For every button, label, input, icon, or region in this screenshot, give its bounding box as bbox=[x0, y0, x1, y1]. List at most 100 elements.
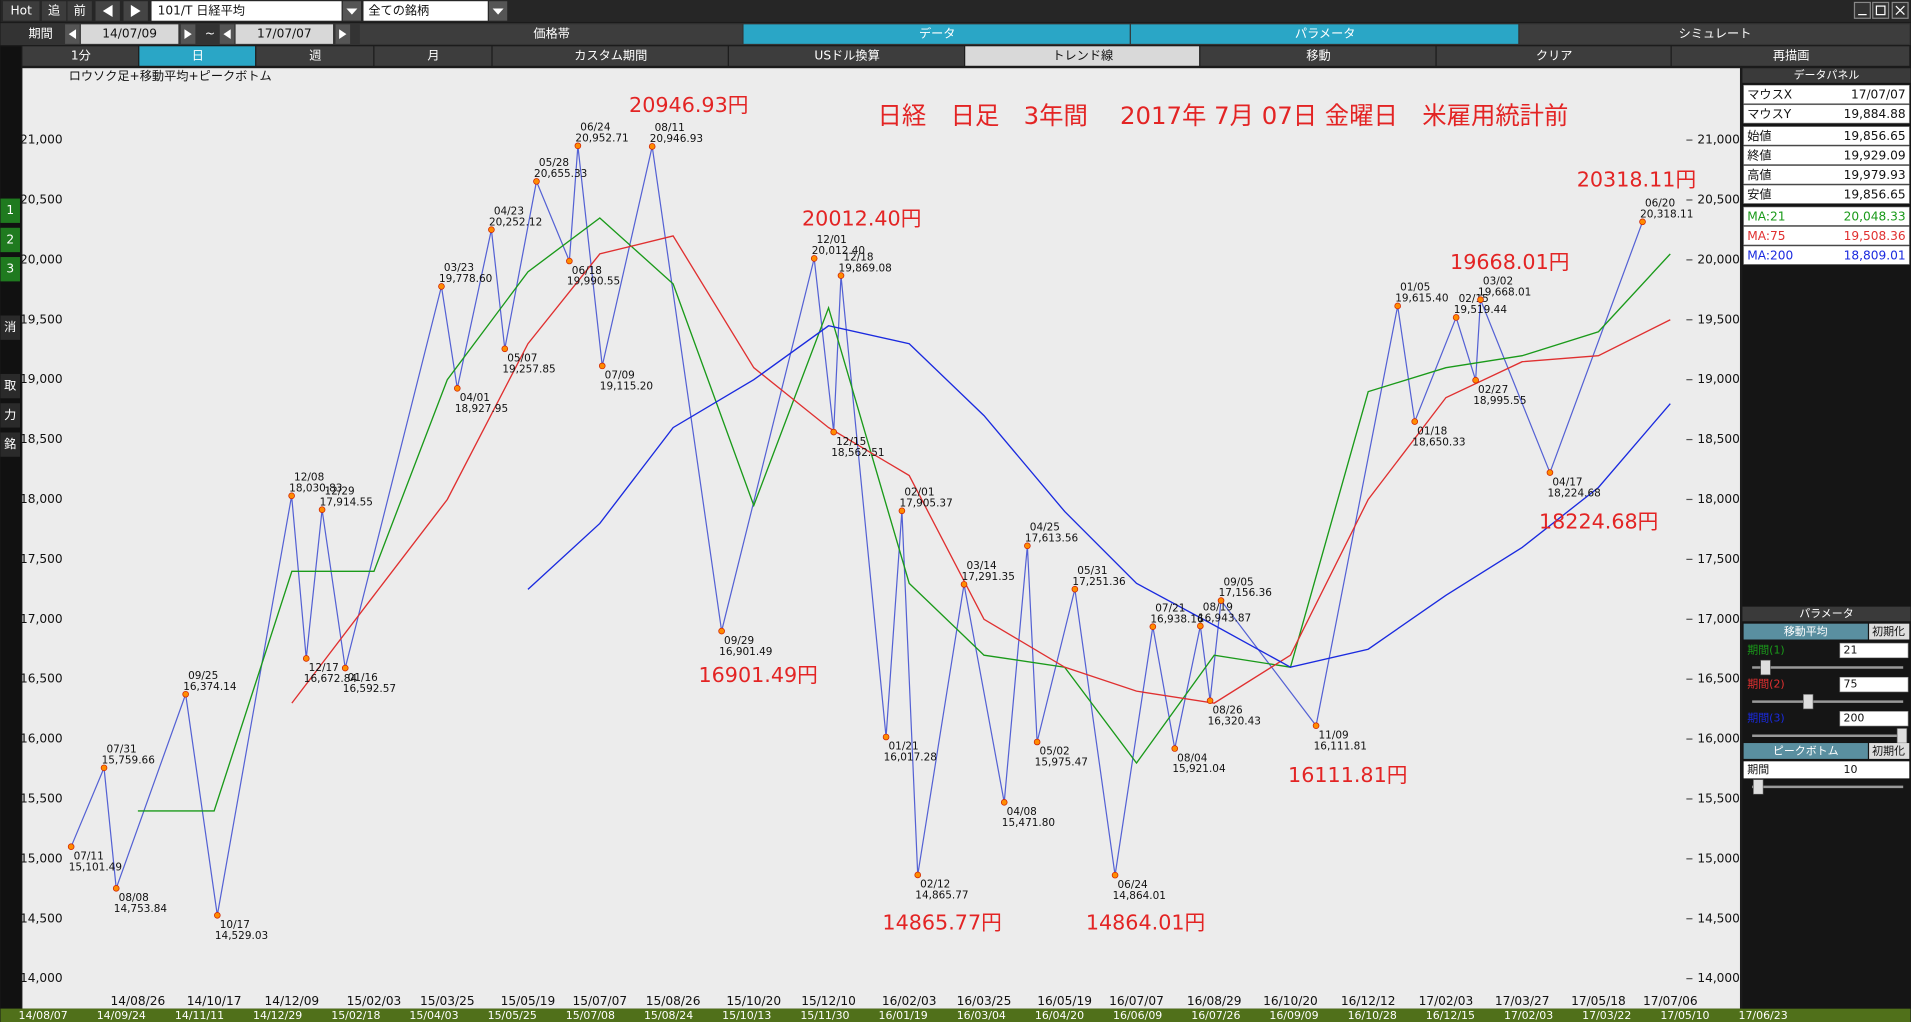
peak-date: 08/19 bbox=[1203, 602, 1233, 614]
peak-marker bbox=[302, 655, 310, 662]
sidebar-button[interactable] bbox=[0, 432, 20, 457]
toolbar-button[interactable] bbox=[256, 46, 374, 66]
y-tick-label-right: 20,500 bbox=[1697, 192, 1740, 206]
symbol-box[interactable] bbox=[151, 1, 342, 21]
tab[interactable] bbox=[1519, 24, 1910, 44]
toolbar-button[interactable] bbox=[728, 46, 965, 66]
y-tick-label: 15,500 bbox=[20, 791, 63, 805]
peak-marker bbox=[318, 506, 326, 513]
toolbar-button[interactable] bbox=[374, 46, 492, 66]
dropdown-icon bbox=[346, 8, 358, 15]
peak-date: 10/17 bbox=[220, 919, 250, 931]
x-tick-label: 15/10/20 bbox=[726, 994, 781, 1008]
peak-marker bbox=[1639, 218, 1646, 226]
peak-marker bbox=[454, 385, 461, 392]
to-field[interactable] bbox=[235, 24, 334, 44]
nav-date: 14/12/29 bbox=[253, 1009, 302, 1022]
tab[interactable] bbox=[743, 24, 1130, 44]
slider-knob[interactable] bbox=[1803, 694, 1814, 710]
x-tick-label: 16/02/03 bbox=[882, 994, 937, 1008]
peak-value: 20,952.71 bbox=[575, 132, 628, 144]
maximize-button[interactable] bbox=[1872, 1, 1890, 19]
slider-knob[interactable] bbox=[1760, 659, 1771, 676]
panel-label: 始値 bbox=[1747, 128, 1771, 143]
toolbar-button[interactable] bbox=[67, 1, 92, 21]
tab[interactable] bbox=[359, 24, 743, 44]
sidebar-button[interactable] bbox=[0, 227, 20, 253]
toolbar-button-label: カスタム期間 bbox=[574, 49, 647, 63]
peak-date: 06/20 bbox=[1645, 198, 1675, 210]
peak-value: 15,921.04 bbox=[1172, 763, 1226, 775]
peak-date: 02/27 bbox=[1478, 384, 1508, 396]
ma-label: MA:21 bbox=[1747, 209, 1785, 223]
ma-label: MA:200 bbox=[1747, 248, 1793, 262]
period-to: 17/07/07 bbox=[257, 27, 312, 41]
navigator[interactable] bbox=[0, 1008, 1911, 1022]
y-tick-label: 17,000 bbox=[20, 612, 63, 626]
period-input[interactable] bbox=[1839, 676, 1909, 693]
sidebar-button[interactable] bbox=[0, 373, 20, 399]
toolbar-button[interactable] bbox=[41, 1, 67, 21]
peak-value: 16,017.28 bbox=[884, 752, 937, 764]
section-header bbox=[1743, 743, 1868, 759]
y-tick-label: 14,000 bbox=[20, 971, 63, 985]
nav-date: 17/05/10 bbox=[1660, 1009, 1709, 1022]
x-tick-label: 17/02/03 bbox=[1419, 994, 1474, 1008]
slider-knob[interactable] bbox=[1896, 728, 1908, 744]
sidebar-button[interactable] bbox=[0, 257, 20, 282]
peak-date: 03/14 bbox=[966, 560, 997, 572]
toolbar-button[interactable] bbox=[1436, 46, 1671, 66]
peak-value: 19,115.20 bbox=[600, 381, 653, 393]
peak-marker bbox=[1197, 622, 1204, 630]
callout: 18224.68円 bbox=[1539, 510, 1658, 534]
x-tick-label: 17/05/18 bbox=[1571, 994, 1626, 1008]
toolbar-button[interactable] bbox=[139, 46, 256, 66]
reset-button[interactable] bbox=[1869, 623, 1910, 640]
peak-marker bbox=[1206, 697, 1214, 704]
peak-value: 16,943.87 bbox=[1198, 613, 1251, 625]
period-input[interactable] bbox=[1839, 642, 1909, 659]
toolbar-button-label: トレンド線 bbox=[1052, 48, 1113, 63]
sidebar-button[interactable] bbox=[0, 315, 20, 340]
toolbar-button-label: 日 bbox=[192, 49, 204, 63]
moving-average bbox=[137, 217, 1671, 812]
panel-row bbox=[1743, 184, 1910, 204]
from-field[interactable] bbox=[80, 24, 179, 44]
toolbar-button[interactable] bbox=[965, 46, 1200, 66]
toolbar-button[interactable] bbox=[1200, 46, 1436, 66]
toolbar-button[interactable] bbox=[1671, 46, 1910, 66]
tab[interactable] bbox=[1130, 24, 1519, 44]
toolbar-button[interactable] bbox=[2, 1, 40, 21]
peak-value: 15,975.47 bbox=[1035, 757, 1088, 769]
arrow-icon bbox=[184, 29, 192, 39]
peak-date: 11/09 bbox=[1318, 729, 1348, 741]
peak-marker bbox=[100, 764, 108, 772]
sidebar-button[interactable] bbox=[0, 403, 20, 428]
universe-box[interactable] bbox=[363, 1, 488, 21]
section-title: 移動平均 bbox=[1784, 624, 1828, 638]
slider-knob[interactable] bbox=[1753, 779, 1764, 795]
peak-marker bbox=[574, 142, 582, 150]
tab-label: 価格帯 bbox=[533, 26, 570, 41]
y-tick-label-right: 18,000 bbox=[1697, 492, 1740, 506]
peak-value: 16,592.57 bbox=[343, 683, 396, 695]
peak-date: 12/18 bbox=[843, 251, 873, 263]
peak-marker bbox=[598, 362, 606, 370]
maximize-icon bbox=[1875, 5, 1886, 16]
tab-label: データ bbox=[919, 26, 956, 41]
nav-date: 15/08/24 bbox=[644, 1009, 693, 1022]
peak-date: 02/12 bbox=[920, 879, 950, 891]
y-tick-label: 18,500 bbox=[20, 432, 63, 446]
peak-date: 12/01 bbox=[817, 234, 847, 246]
minimize-button[interactable] bbox=[1853, 1, 1871, 19]
y-tick-label: 16,000 bbox=[20, 732, 63, 746]
reset-button[interactable] bbox=[1869, 743, 1910, 759]
peak-date: 07/21 bbox=[1155, 602, 1185, 614]
sidebar-label: 力 bbox=[4, 408, 16, 422]
toolbar-button[interactable] bbox=[22, 46, 139, 66]
period-input[interactable] bbox=[1839, 711, 1909, 727]
sidebar-button[interactable] bbox=[0, 198, 20, 223]
toolbar-button[interactable] bbox=[492, 46, 728, 66]
x-tick-label: 17/03/27 bbox=[1495, 994, 1550, 1008]
